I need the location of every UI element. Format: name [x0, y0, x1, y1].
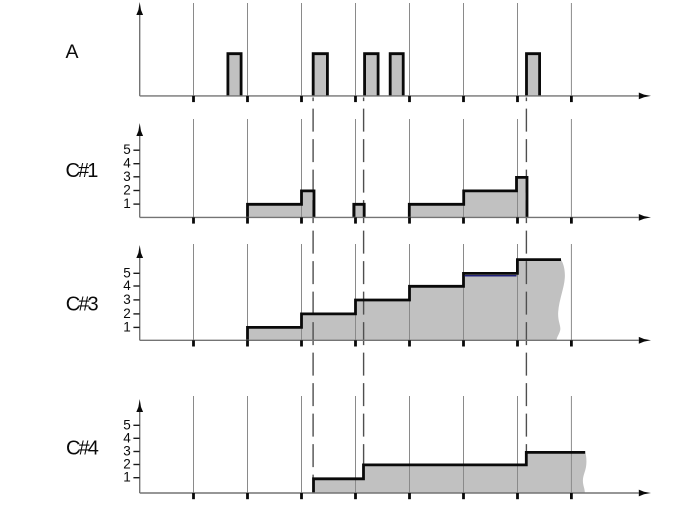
svg-text:3: 3 [123, 169, 131, 184]
svg-text:5: 5 [123, 142, 131, 157]
svg-text:2: 2 [123, 457, 131, 472]
svg-text:1: 1 [123, 319, 131, 334]
svg-text:4: 4 [123, 156, 131, 171]
svg-text:4: 4 [123, 430, 131, 445]
svg-text:5: 5 [123, 265, 131, 280]
svg-text:4: 4 [123, 278, 131, 293]
svg-text:5: 5 [123, 417, 131, 432]
svg-text:C#3: C#3 [66, 294, 99, 316]
svg-text:2: 2 [123, 306, 131, 321]
svg-text:3: 3 [123, 444, 131, 459]
svg-text:3: 3 [123, 292, 131, 307]
svg-text:1: 1 [123, 196, 131, 211]
svg-text:A: A [66, 41, 79, 63]
svg-text:C#1: C#1 [66, 160, 99, 182]
svg-text:1: 1 [123, 470, 131, 485]
svg-text:2: 2 [123, 183, 131, 198]
svg-text:C#4: C#4 [66, 438, 99, 460]
